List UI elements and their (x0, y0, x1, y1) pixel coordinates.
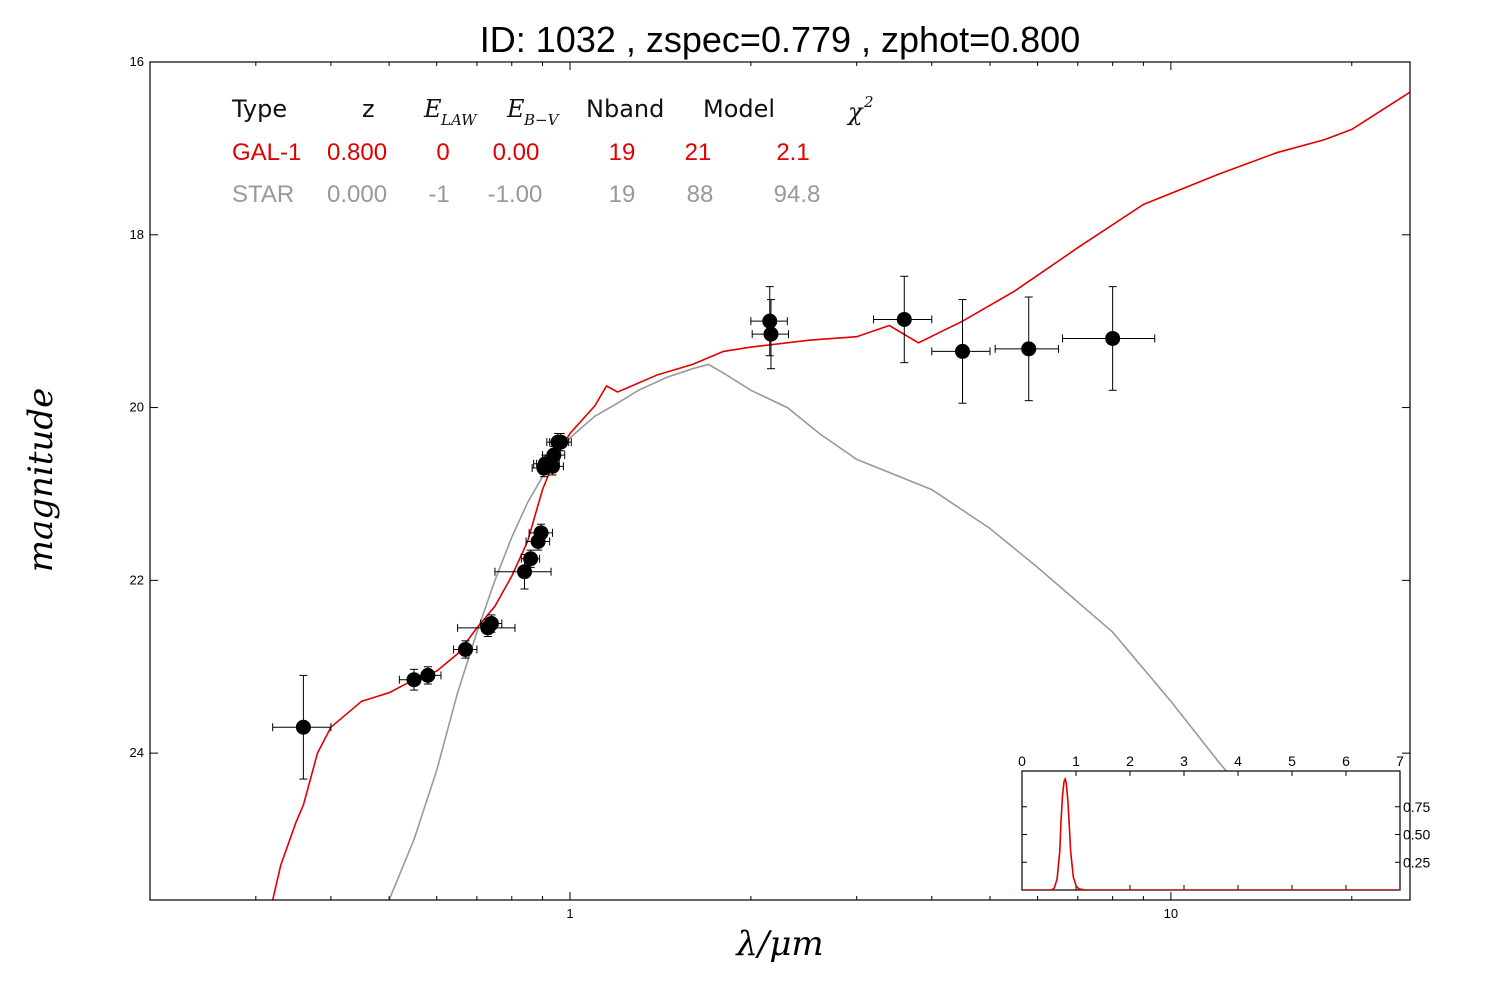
legend-row-galaxy: GAL-1 0.800 0 0.00 19 21 2.1 (232, 139, 810, 166)
legend-cell: 94.8 (774, 181, 821, 208)
star-template-line (388, 363, 1278, 900)
photometry-point (272, 674, 332, 780)
data-point-marker (763, 326, 779, 342)
legend-cell: GAL-1 (232, 139, 301, 166)
y-tick-label: 20 (130, 400, 144, 415)
pdf-inset: 0 1 2 3 4 5 6 7 0.25 0.50 0.75 (1018, 753, 1430, 891)
photometry-point (480, 614, 503, 633)
data-point-marker (896, 311, 912, 327)
data-point-marker (1021, 341, 1037, 357)
photometry-point (1061, 286, 1156, 391)
data-point-marker (406, 672, 422, 688)
photometry-point (873, 275, 933, 364)
photometry-point (520, 549, 541, 568)
data-point-marker (523, 551, 539, 567)
inset-x-tick-label: 1 (1072, 753, 1080, 769)
legend-cell: 21 (685, 139, 712, 166)
legend-header-nband: Nband (586, 95, 664, 123)
data-point-marker (546, 447, 562, 463)
inset-x-tick-label: 0 (1018, 753, 1026, 769)
legend-header-chi2-sup: 2 (863, 93, 874, 111)
inset-y-tick-label: 0.25 (1403, 854, 1430, 870)
legend-header-model: Model (703, 95, 775, 123)
legend-cell: STAR (232, 181, 294, 208)
y-tick-label: 16 (130, 54, 144, 69)
data-point-marker (1105, 330, 1121, 346)
legend-cell: -1 (428, 181, 449, 208)
plot-frame (149, 61, 1411, 901)
photometry-point (994, 296, 1059, 402)
legend-cell: 0.800 (327, 139, 387, 166)
legend-header-elaw: E (423, 95, 442, 123)
photometry-point (413, 666, 442, 685)
redshift-pdf-line (1022, 776, 1400, 890)
photometry-point (528, 523, 553, 542)
legend-cell: 88 (687, 181, 714, 208)
x-tick-label: 1 (566, 906, 573, 921)
legend-cell: 19 (609, 139, 636, 166)
inset-x-tick-label: 3 (1180, 753, 1188, 769)
figure-title: ID: 1032 , zspec=0.779 , zphot=0.800 (480, 19, 1080, 60)
x-tick-label: 10 (1164, 906, 1178, 921)
y-axis-label: magnitude (21, 388, 61, 573)
legend-header-z: z (362, 95, 375, 123)
data-point-marker (955, 343, 971, 359)
legend-header-elaw-sub: LAW (440, 111, 478, 129)
photometry-point (751, 299, 789, 370)
legend-cell: 19 (609, 181, 636, 208)
data-point-marker (295, 719, 311, 735)
inset-y-tick-label: 0.75 (1403, 799, 1430, 815)
legend-header-ebv: E (506, 95, 525, 123)
inset-x-tick-label: 7 (1396, 753, 1404, 769)
data-point-marker (457, 641, 473, 657)
photometry-point (542, 445, 566, 465)
inset-x-tick-label: 5 (1288, 753, 1296, 769)
data-point-marker (420, 667, 436, 683)
legend-cell: 0 (436, 139, 449, 166)
data-point-marker (517, 564, 533, 580)
legend-cell: -1.00 (488, 181, 543, 208)
data-point-marker (483, 616, 499, 632)
inset-y-tick-label: 0.50 (1403, 827, 1430, 843)
y-tick-label: 22 (130, 572, 144, 587)
y-tick-label: 18 (130, 227, 144, 242)
legend-row-star: STAR 0.000 -1 -1.00 19 88 94.8 (232, 181, 820, 208)
inset-x-tick-label: 6 (1342, 753, 1350, 769)
data-point-marker (553, 434, 569, 450)
data-point-marker (762, 313, 778, 329)
legend-cell: 0.000 (327, 181, 387, 208)
legend-cell: 2.1 (776, 139, 809, 166)
fit-legend: Type z E LAW E B−V Nband Model χ 2 GAL-1… (231, 93, 874, 208)
legend-cell: 0.00 (493, 139, 540, 166)
data-point-marker (533, 525, 549, 541)
data-point-marker (544, 458, 560, 474)
photometry-point (549, 432, 572, 452)
photometry-point (540, 457, 564, 476)
photometry-point (453, 640, 478, 659)
legend-header-type: Type (231, 95, 287, 123)
photometry-point (750, 286, 788, 357)
photometry-point (931, 299, 991, 404)
legend-header-chi2: χ (846, 98, 864, 126)
x-axis-label: λ/μm (734, 924, 823, 964)
inset-frame (1021, 770, 1401, 891)
inset-x-tick-label: 2 (1126, 753, 1134, 769)
legend-header-ebv-sub: B−V (523, 111, 561, 129)
galaxy-template-line (271, 91, 1410, 900)
inset-x-tick-label: 4 (1234, 753, 1242, 769)
y-tick-label: 24 (130, 745, 144, 760)
